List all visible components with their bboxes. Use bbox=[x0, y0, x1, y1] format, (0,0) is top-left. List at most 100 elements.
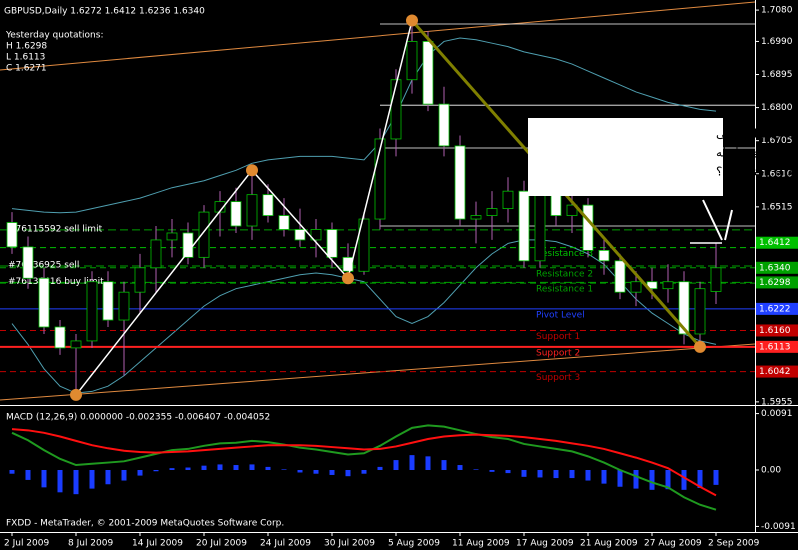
pattern-point bbox=[342, 272, 354, 285]
price-label-box bbox=[756, 276, 798, 289]
candle-body bbox=[22, 246, 34, 279]
macd-histogram-bar bbox=[233, 465, 239, 470]
macd-histogram-bar bbox=[89, 470, 95, 489]
candle-body bbox=[54, 326, 66, 349]
candle-body bbox=[710, 267, 722, 292]
info-line: Yesterday quotations: bbox=[5, 31, 103, 41]
candle-body bbox=[566, 204, 578, 216]
price-label: 1.6298 bbox=[759, 278, 791, 288]
candle-body bbox=[70, 340, 82, 349]
order-label: #76136925 sell bbox=[8, 261, 79, 271]
candle-body bbox=[614, 260, 626, 293]
level-label: Pivot Level bbox=[536, 310, 585, 320]
candle-body bbox=[310, 229, 322, 241]
macd-histogram-bar bbox=[585, 470, 591, 481]
candle-body bbox=[406, 41, 418, 81]
level-label: Resistance 1 bbox=[536, 285, 593, 295]
price-label-box bbox=[756, 324, 798, 337]
candle-body bbox=[438, 103, 450, 147]
order-label: #76115592 sell limit bbox=[8, 224, 103, 234]
price-label: 1.6222 bbox=[759, 304, 791, 314]
macd-histogram-bar bbox=[649, 470, 655, 490]
macd-histogram-bar bbox=[681, 470, 687, 490]
candle-body bbox=[118, 291, 130, 321]
candle-body bbox=[230, 201, 242, 227]
macd-histogram-bar bbox=[393, 460, 399, 470]
candle-body bbox=[422, 41, 434, 105]
candle-body bbox=[390, 79, 402, 140]
y-tick-label: 1.6990 bbox=[761, 37, 793, 47]
level-label: Support 1 bbox=[536, 332, 580, 342]
y-tick-label: 1.6800 bbox=[761, 103, 793, 113]
candle-body bbox=[486, 208, 498, 216]
macd-histogram-bar bbox=[9, 470, 15, 474]
level-label: Resistance 2 bbox=[536, 269, 593, 279]
macd-histogram-bar bbox=[105, 470, 111, 485]
macd-histogram-bar bbox=[153, 470, 159, 472]
level-label: Resistance 3 bbox=[536, 249, 593, 259]
macd-histogram-bar bbox=[489, 470, 495, 472]
y-tick-label: 1.6515 bbox=[761, 202, 793, 212]
pattern-point bbox=[246, 164, 258, 177]
macd-line bbox=[11, 424, 717, 511]
candle-body bbox=[502, 190, 514, 209]
candle-body bbox=[166, 232, 178, 241]
price-label: 1.6412 bbox=[759, 238, 791, 248]
pattern-point bbox=[694, 340, 706, 353]
macd-histogram-bar bbox=[473, 469, 479, 470]
annotation-box bbox=[528, 118, 723, 196]
macd-histogram-bar bbox=[137, 470, 143, 476]
candle-body bbox=[102, 281, 114, 321]
candle-body bbox=[534, 194, 546, 262]
x-tick-label: 8 Jul 2009 bbox=[68, 539, 113, 549]
y-tick-label: 0.00 bbox=[761, 466, 781, 476]
macd-histogram-bar bbox=[169, 468, 175, 470]
candle-body bbox=[454, 145, 466, 220]
macd-histogram-bar bbox=[297, 470, 303, 473]
candle-body bbox=[518, 190, 530, 262]
macd-histogram-bar bbox=[345, 470, 351, 477]
macd-histogram-bar bbox=[425, 456, 431, 470]
macd-histogram-bar bbox=[537, 470, 543, 478]
x-tick-label: 11 Aug 2009 bbox=[452, 539, 510, 549]
candle-body bbox=[374, 138, 386, 220]
macd-histogram-bar bbox=[633, 470, 639, 489]
macd-histogram-bar bbox=[313, 470, 319, 474]
macd-histogram-bar bbox=[217, 464, 223, 470]
candle-body bbox=[326, 229, 338, 258]
x-tick-label: 2 Jul 2009 bbox=[4, 539, 49, 549]
annotation: الدايلي ليختبرها مره اخرى هل له bbox=[716, 146, 798, 161]
x-tick-label: 21 Aug 2009 bbox=[580, 539, 638, 549]
macd-histogram-bar bbox=[281, 469, 287, 470]
annotation: واحتمالية صعوده لهذه المنطقة على bbox=[716, 127, 798, 142]
candle-body bbox=[598, 249, 610, 262]
order-label: #76136416 buy limit bbox=[8, 277, 104, 287]
macd-histogram-bar bbox=[569, 470, 575, 479]
overlay: واحتمالية صعوده لهذه المنطقة على الدايلي… bbox=[528, 118, 798, 244]
macd-histogram-bar bbox=[601, 470, 607, 484]
macd-histogram-bar bbox=[25, 470, 31, 480]
candle-body bbox=[358, 218, 370, 272]
candle-body bbox=[198, 211, 210, 258]
candle-body bbox=[294, 229, 306, 241]
x-tick-label: 20 Jul 2009 bbox=[196, 539, 247, 549]
candle-body bbox=[694, 288, 706, 335]
price-label-box bbox=[756, 236, 798, 249]
price-label-box bbox=[756, 302, 798, 315]
macd-histogram-bar bbox=[249, 464, 255, 470]
candle-body bbox=[342, 256, 354, 272]
x-tick-label: 2 Sep 2009 bbox=[708, 539, 760, 549]
price-label: 1.6042 bbox=[759, 367, 791, 377]
signal-line bbox=[11, 428, 717, 497]
level-label: Support 3 bbox=[536, 373, 580, 383]
x-tick-label: 24 Jul 2009 bbox=[260, 539, 311, 549]
macd-histogram-bar bbox=[697, 470, 703, 488]
candle-body bbox=[470, 215, 482, 220]
y-tick-label: -0.0091 bbox=[761, 522, 796, 532]
macd-histogram-bar bbox=[505, 470, 511, 474]
candle-body bbox=[550, 194, 562, 216]
info-line: L 1.6113 bbox=[6, 53, 45, 63]
macd-histogram-bar bbox=[201, 465, 207, 470]
macd-histogram-bar bbox=[121, 470, 127, 481]
y-tick-label: 1.5955 bbox=[761, 397, 793, 407]
